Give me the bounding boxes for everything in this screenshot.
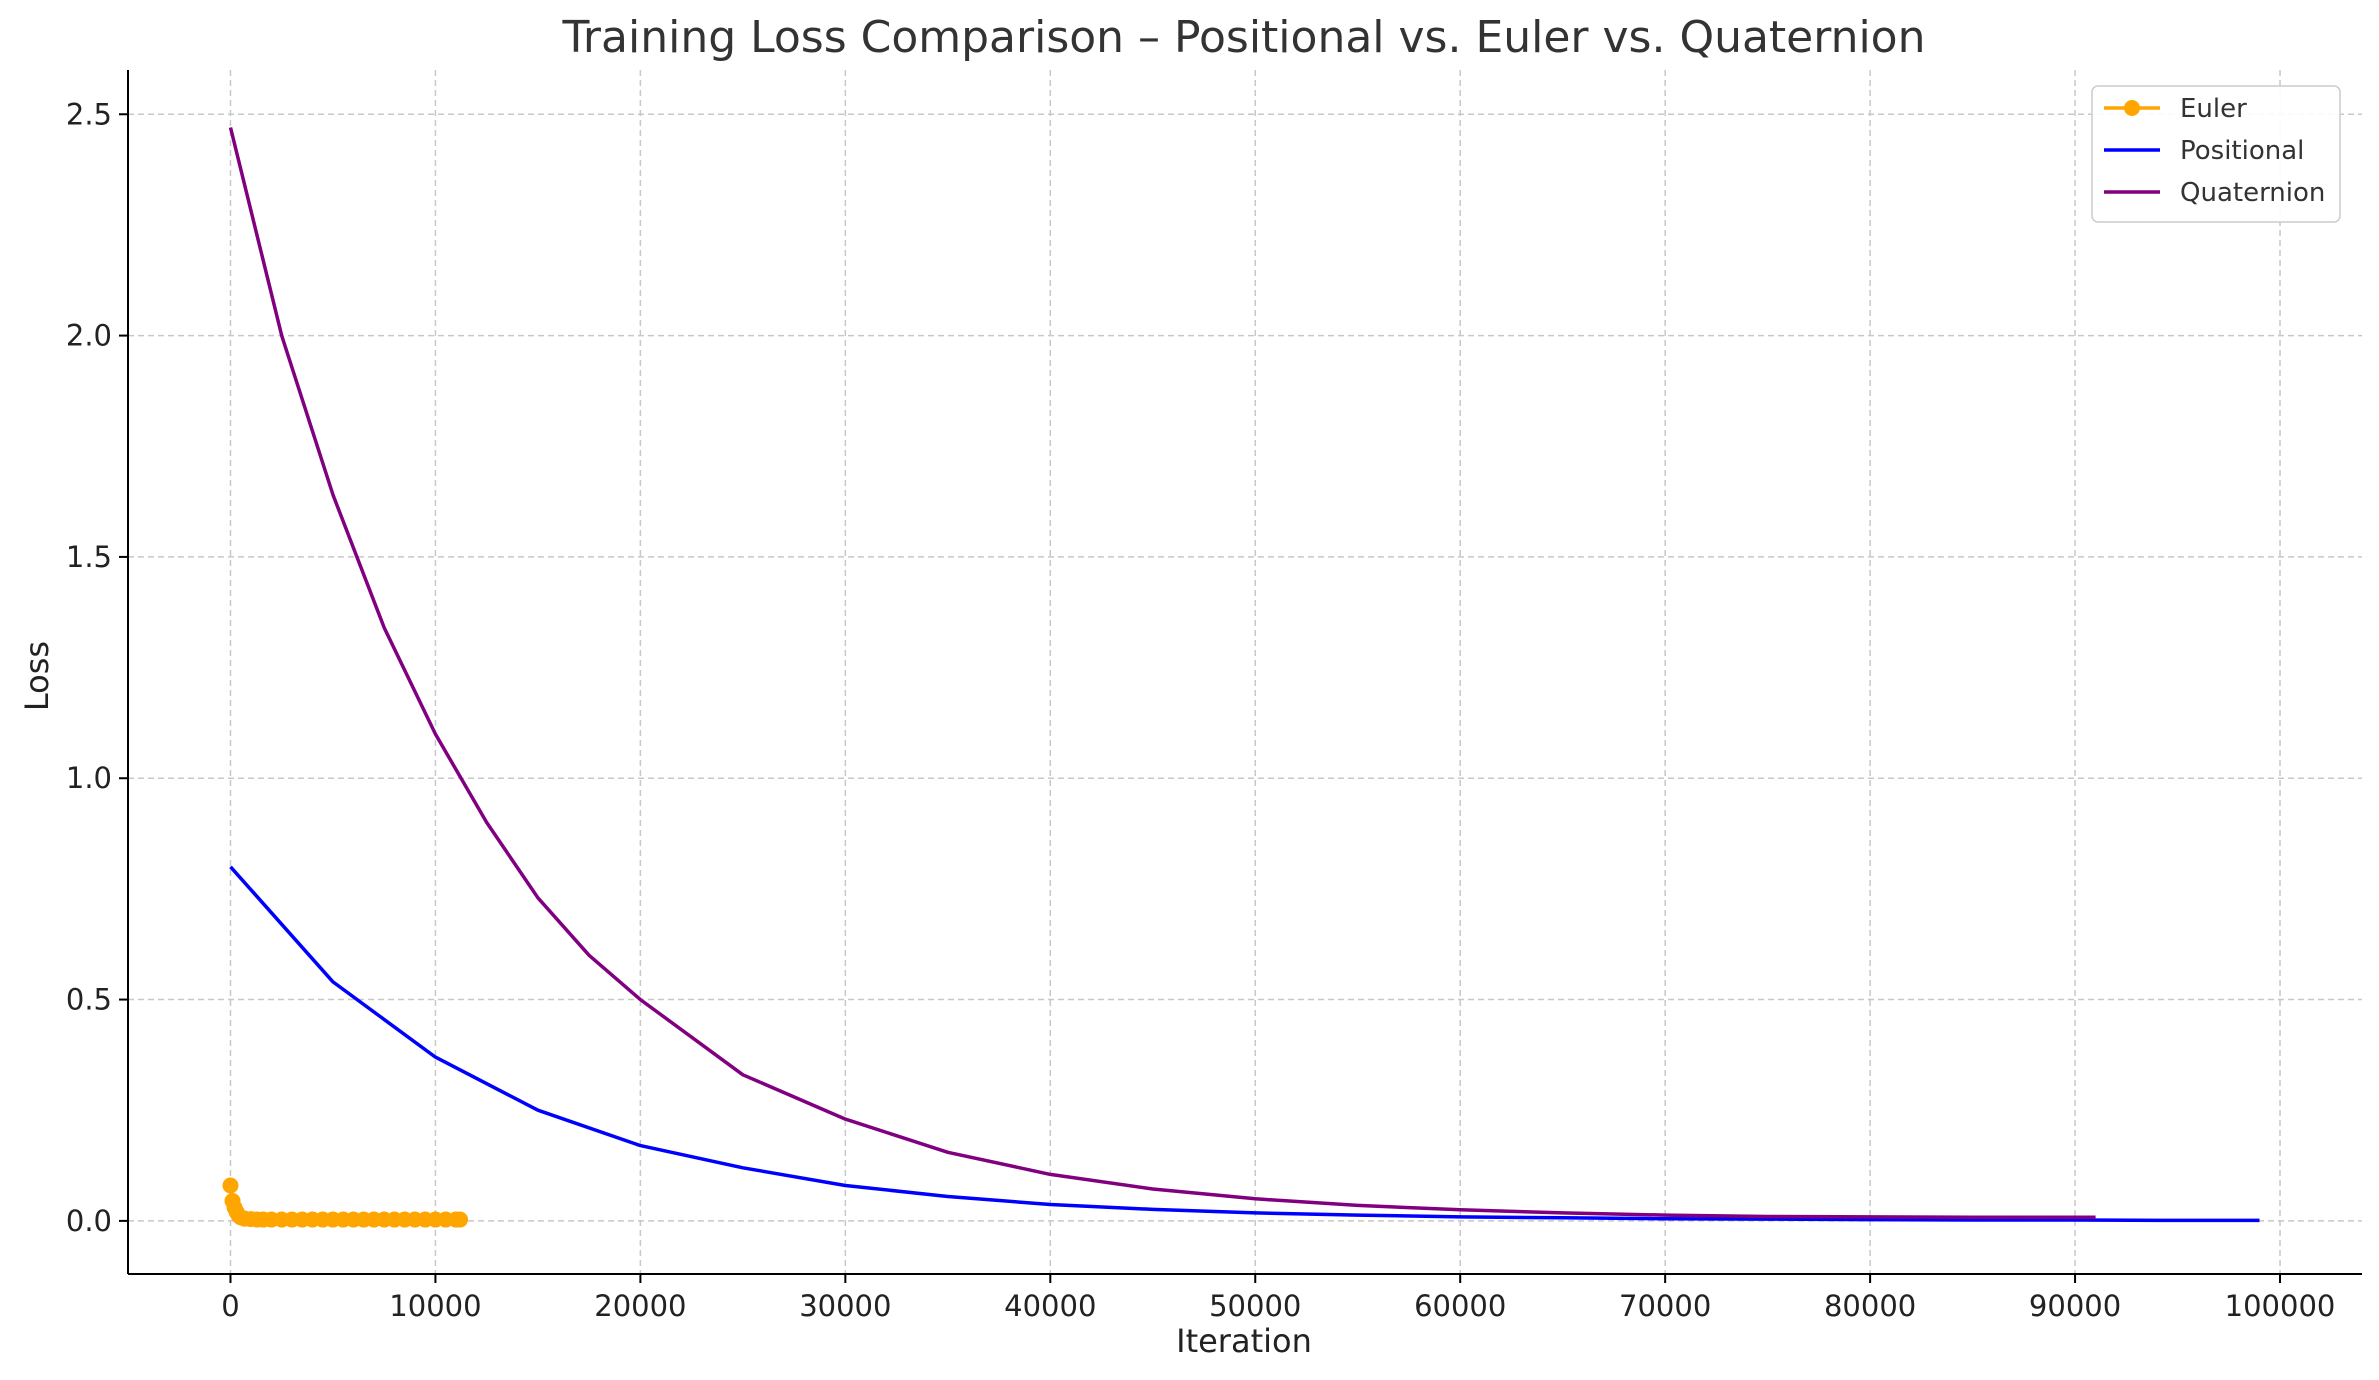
y-tick-label: 1.0 [66, 761, 112, 795]
y-tick-label: 2.5 [66, 97, 112, 131]
legend-marker [2124, 100, 2140, 116]
x-tick-label: 90000 [2029, 1289, 2121, 1323]
x-tick-label: 100000 [2225, 1289, 2336, 1323]
x-tick-label: 50000 [1209, 1289, 1301, 1323]
legend-box [2091, 85, 2341, 223]
legend: Euler Positional Quaternion [2091, 85, 2341, 223]
x-axis-label: Iteration [1176, 1322, 1312, 1360]
y-tick-label: 0.0 [66, 1204, 112, 1238]
legend-item-euler: Euler [2104, 94, 2247, 124]
chart-title: Training Loss Comparison – Positional vs… [562, 12, 1926, 63]
y-tick-label: 0.5 [66, 983, 112, 1017]
x-tick-label: 10000 [389, 1289, 481, 1323]
euler-point [222, 1177, 239, 1194]
grid-lines [128, 70, 2362, 1274]
legend-label: Euler [2180, 94, 2247, 124]
euler-point [452, 1211, 469, 1228]
series-positional [229, 865, 2260, 1223]
x-tick-label: 60000 [1414, 1289, 1506, 1323]
x-tick-label: 40000 [1004, 1289, 1096, 1323]
tick-labels: 0 10000 20000 30000 40000 50000 60000 70000 8000… [66, 97, 2336, 1323]
x-tick-label: 0 [221, 1289, 239, 1323]
y-axis-label: Loss [18, 641, 56, 711]
axes [127, 70, 2362, 1275]
positional-line [229, 865, 2260, 1223]
series-quaternion [228, 127, 2096, 1220]
legend-label: Positional [2180, 136, 2304, 166]
legend-item-quaternion: Quaternion [2104, 178, 2325, 208]
y-tick-label: 2.0 [66, 319, 112, 353]
quaternion-line [228, 127, 2096, 1220]
x-tick-label: 30000 [799, 1289, 891, 1323]
x-tick-label: 20000 [594, 1289, 686, 1323]
x-tick-label: 70000 [1619, 1289, 1711, 1323]
series-euler [222, 1177, 469, 1228]
series-layer [222, 127, 2260, 1228]
y-tick-label: 1.5 [66, 540, 112, 574]
x-tick-label: 80000 [1824, 1289, 1916, 1323]
legend-label: Quaternion [2180, 178, 2325, 208]
legend-item-positional: Positional [2104, 136, 2304, 166]
